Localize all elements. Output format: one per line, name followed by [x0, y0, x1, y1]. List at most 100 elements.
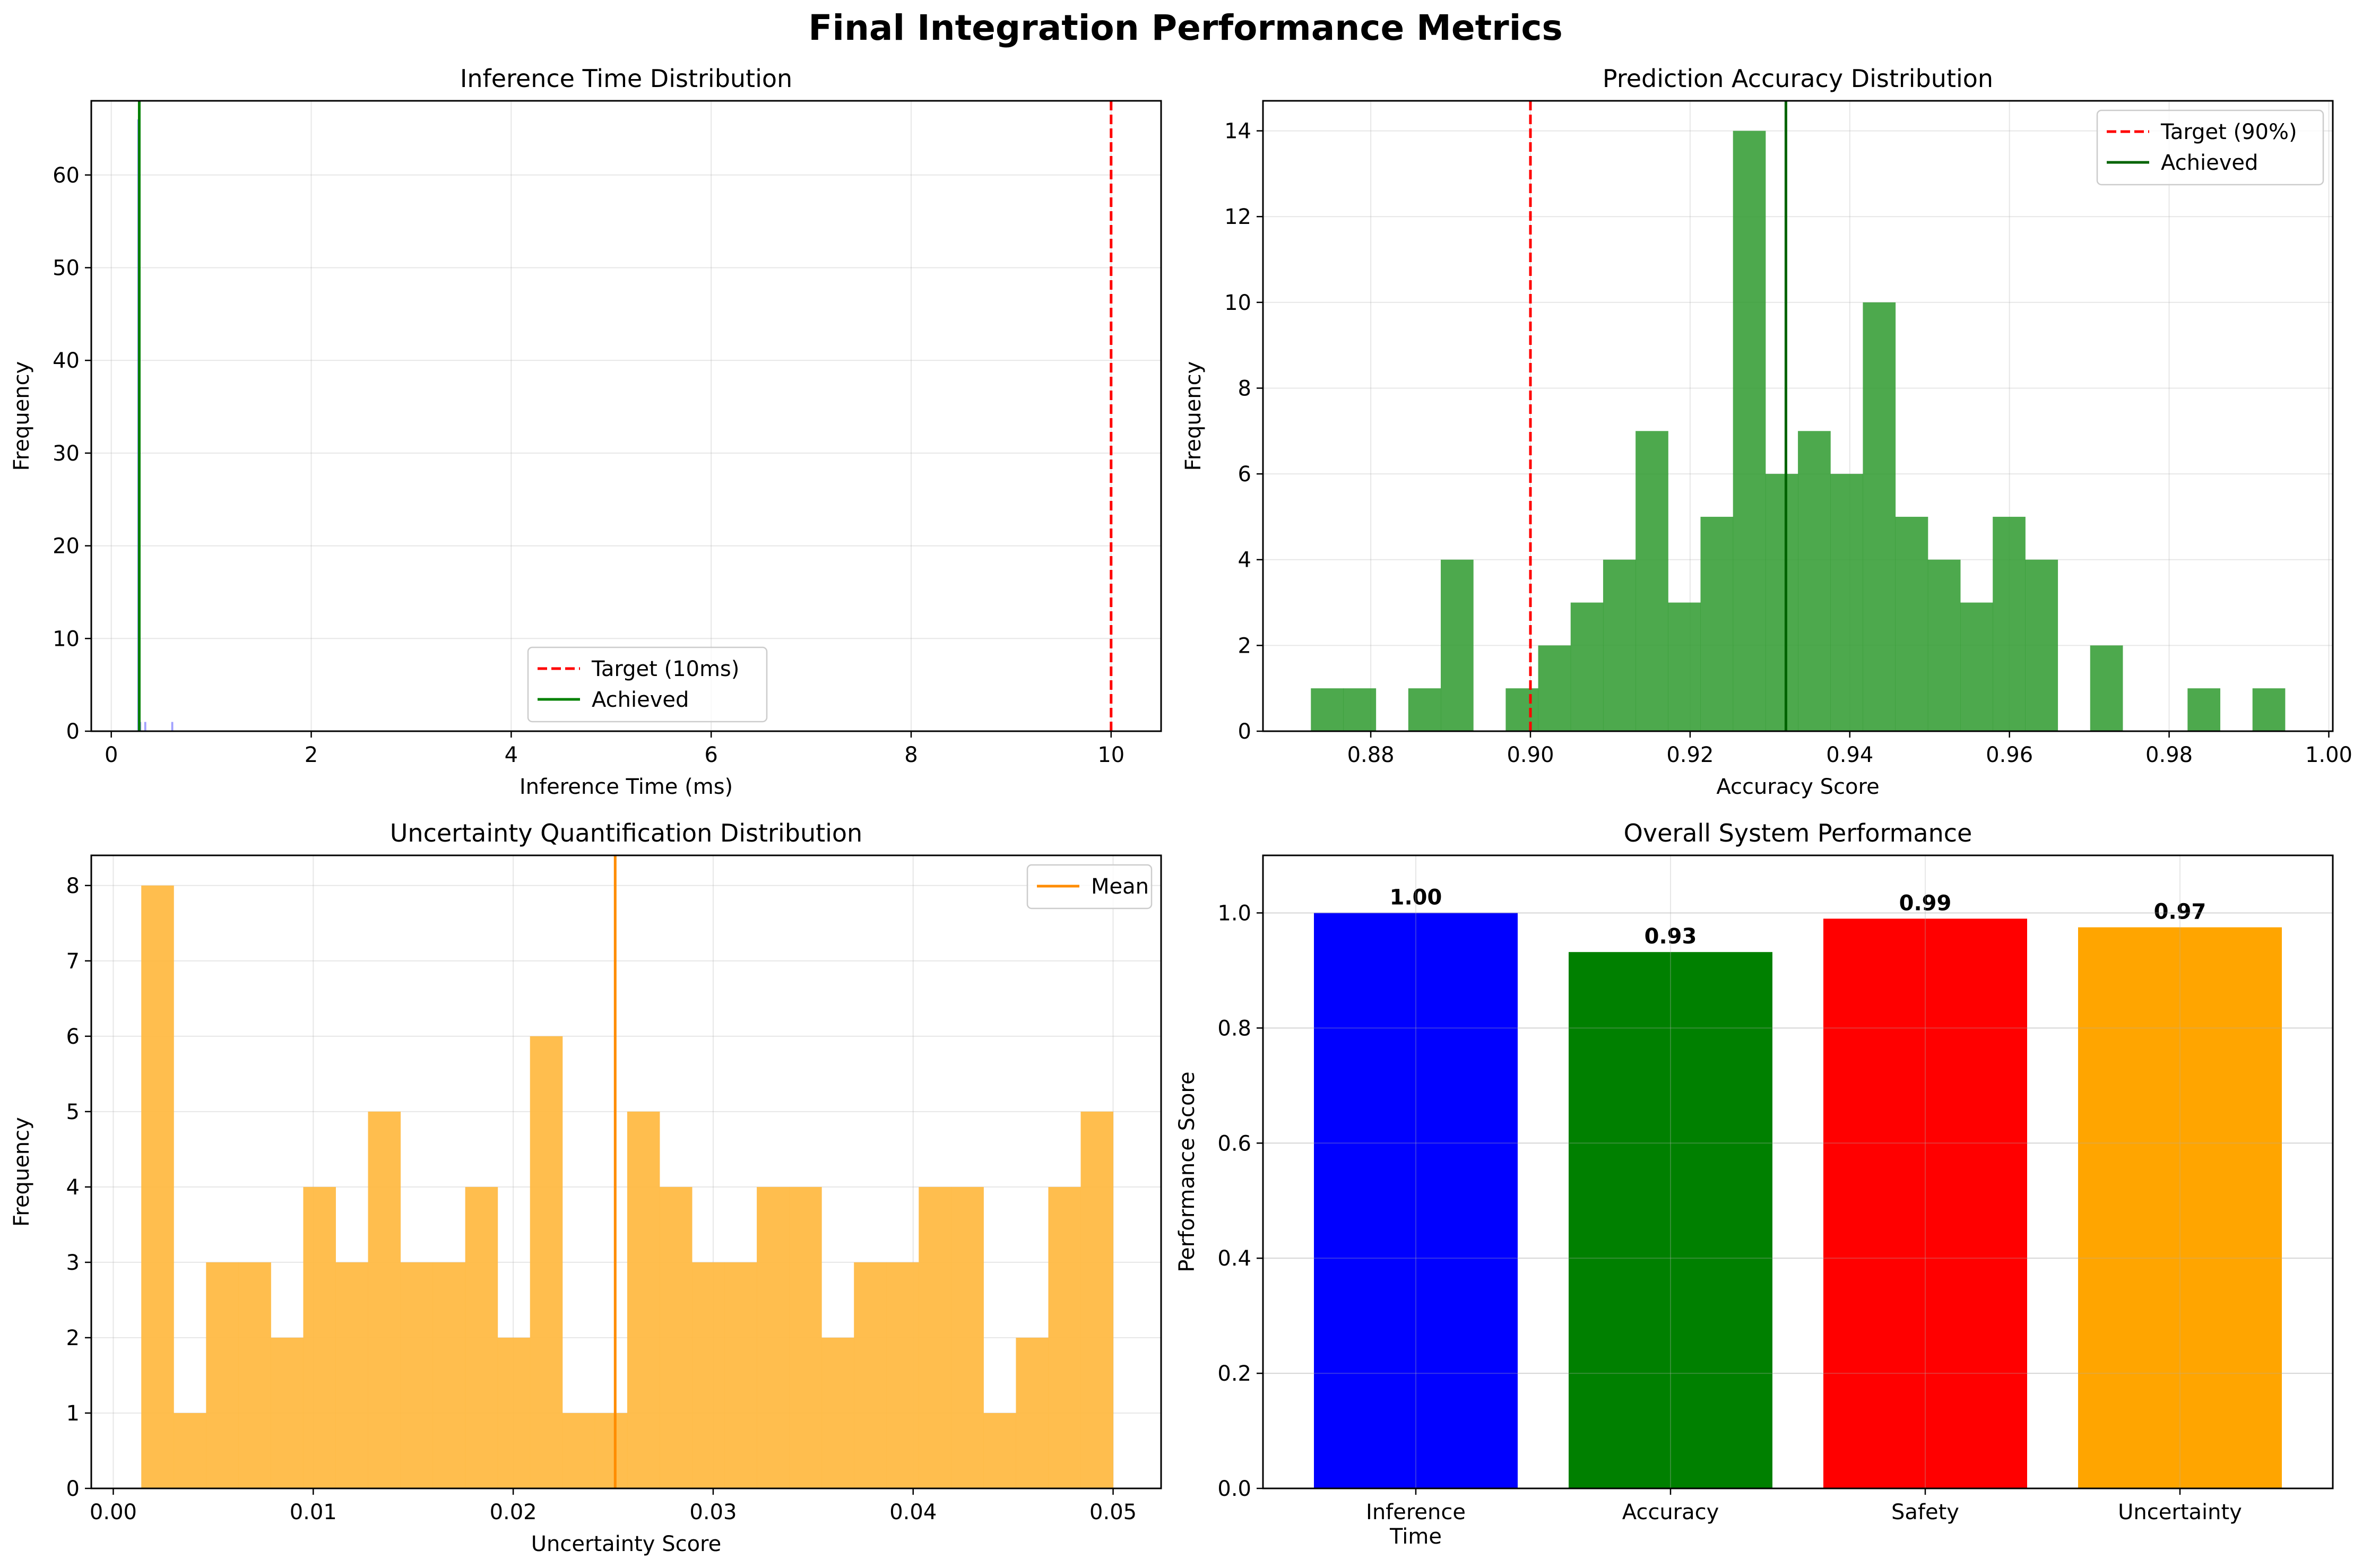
performance-bar: [1569, 952, 1772, 1488]
histogram-bar: [1408, 688, 1441, 731]
histogram-bar: [1927, 559, 1961, 731]
histogram-bar: [594, 1413, 628, 1488]
x-tick-label: 0.96: [1986, 743, 2033, 767]
axes-title: Inference Time Distribution: [460, 64, 792, 93]
x-tick-label: Accuracy: [1622, 1500, 1719, 1524]
histogram-bar: [919, 1186, 951, 1488]
histogram-bar: [1048, 1186, 1081, 1488]
histogram-bar: [530, 1036, 563, 1488]
histogram-bar: [562, 1413, 595, 1488]
y-tick-label: 30: [53, 441, 80, 466]
histogram-bar: [335, 1262, 369, 1488]
figure-title: Final Integration Performance Metrics: [808, 7, 1563, 48]
axes-title: Uncertainty Quantification Distribution: [390, 819, 862, 847]
histogram-bar: [983, 1413, 1016, 1488]
histogram-bar: [271, 1337, 304, 1488]
histogram-bar: [465, 1186, 498, 1488]
y-axis-label: Frequency: [1181, 361, 1206, 471]
x-tick-label: Safety: [1891, 1500, 1959, 1524]
y-tick-label: 12: [1224, 205, 1251, 229]
histogram-bar: [171, 722, 174, 731]
y-tick-label: 0.2: [1217, 1362, 1251, 1386]
histogram-bar: [144, 722, 146, 731]
y-tick-label: 7: [66, 949, 80, 974]
x-tick-label: 1.00: [2305, 743, 2352, 767]
axes-title: Prediction Accuracy Distribution: [1603, 64, 1993, 93]
x-tick-label: 10: [1097, 743, 1124, 767]
legend-entry: Target (90%): [2160, 120, 2297, 144]
x-tick-label: Inference: [1366, 1500, 1466, 1524]
x-tick-label: 8: [904, 743, 918, 767]
y-tick-label: 6: [1238, 462, 1251, 487]
y-tick-label: 14: [1224, 119, 1251, 144]
histogram-bar: [141, 885, 174, 1488]
x-tick-label: 2: [305, 743, 318, 767]
histogram-bar: [303, 1186, 336, 1488]
x-tick-label: 0.03: [689, 1500, 737, 1524]
y-tick-label: 0: [66, 720, 80, 744]
x-tick-label: 0.98: [2145, 743, 2193, 767]
histogram-bar: [691, 1262, 725, 1488]
histogram-bar: [1895, 516, 1928, 731]
histogram-bar: [174, 1413, 206, 1488]
histogram-bar: [1765, 474, 1798, 731]
y-tick-label: 2: [66, 1326, 80, 1350]
performance-bar: [1314, 913, 1518, 1488]
x-tick-label: 0.02: [490, 1500, 537, 1524]
y-tick-label: 6: [66, 1025, 80, 1049]
histogram-bar: [368, 1111, 401, 1488]
histogram-bar: [1733, 131, 1766, 732]
histogram-bar: [951, 1186, 984, 1488]
y-tick-label: 0.6: [1217, 1131, 1251, 1156]
histogram-bar: [627, 1111, 660, 1488]
histogram-bar: [1311, 688, 1344, 731]
y-tick-label: 1.0: [1217, 901, 1251, 925]
x-tick-label: 0: [105, 743, 118, 767]
y-tick-label: 3: [66, 1251, 80, 1275]
y-tick-label: 0: [66, 1477, 80, 1501]
histogram-bar: [659, 1186, 693, 1488]
histogram-bar: [1668, 602, 1701, 731]
y-axis-label: Performance Score: [1175, 1071, 1199, 1272]
y-tick-label: 10: [53, 627, 80, 651]
legend-box: [527, 646, 768, 723]
y-tick-label: 4: [66, 1175, 80, 1200]
x-tick-label: 0.88: [1347, 743, 1395, 767]
histogram-bar: [2187, 688, 2221, 731]
histogram-bar: [1080, 1111, 1114, 1488]
y-tick-label: 8: [1238, 376, 1251, 401]
y-tick-label: 50: [53, 256, 80, 280]
histogram-bar: [1830, 474, 1863, 731]
x-tick-label: 0.94: [1826, 743, 1873, 767]
histogram-bar: [886, 1262, 919, 1488]
y-tick-label: 1: [66, 1401, 80, 1426]
histogram-bar: [789, 1186, 822, 1488]
histogram-bar: [1863, 302, 1896, 731]
histogram-bar: [2252, 688, 2286, 731]
performance-bar: [2078, 927, 2282, 1488]
y-tick-label: 60: [53, 163, 80, 188]
legend-entry: Achieved: [592, 688, 689, 712]
axes-title: Overall System Performance: [1624, 819, 1972, 847]
histogram-bar: [497, 1337, 531, 1488]
histogram-bar: [1636, 431, 1668, 731]
y-tick-label: 40: [53, 349, 80, 373]
histogram-bar: [1960, 602, 1993, 731]
histogram-bar: [757, 1186, 790, 1488]
histogram-bar: [1538, 645, 1571, 731]
axes-frame: [90, 100, 1162, 732]
histogram-bar: [1798, 431, 1831, 731]
legend-box: [1026, 864, 1153, 909]
axes-frame: [1262, 100, 2334, 732]
x-axis-label: Uncertainty Score: [531, 1532, 721, 1556]
x-tick-label: 0.00: [90, 1500, 137, 1524]
histogram-bar: [1505, 688, 1539, 731]
y-tick-label: 0.0: [1217, 1477, 1251, 1501]
histogram-bar: [1700, 516, 1734, 731]
legend-entry: Target (10ms): [591, 657, 739, 681]
y-axis-label: Frequency: [10, 1117, 34, 1227]
